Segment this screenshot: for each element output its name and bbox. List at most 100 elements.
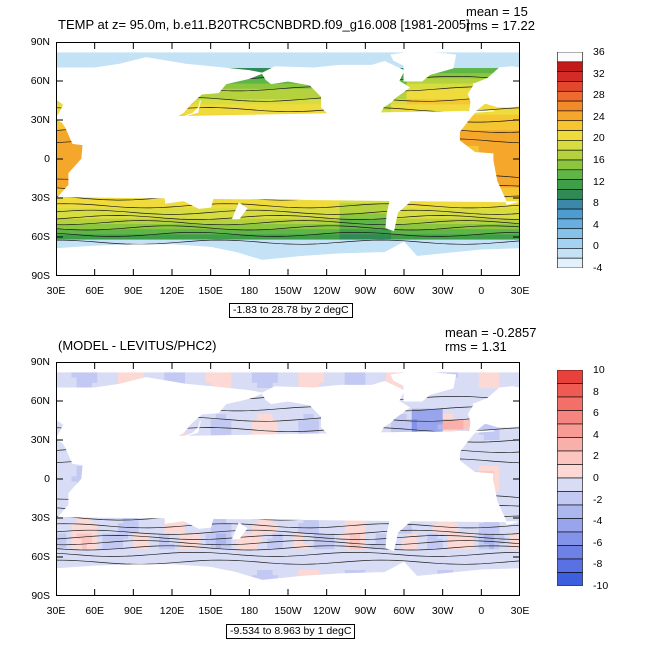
lat-tick-label: 90N [30, 36, 50, 48]
colorbar-swatch [557, 159, 583, 171]
lon-tick-label: 90W [354, 285, 377, 297]
lon-tick-label: 90W [354, 605, 377, 617]
colorbar-swatch [557, 179, 583, 190]
colorbar-swatch [557, 477, 583, 492]
colorbar-swatch [557, 383, 583, 398]
colorbar-label: 4 [593, 218, 599, 231]
colorbar-swatch [557, 189, 583, 200]
lat-tick-label: 0 [44, 153, 50, 165]
colorbar-swatch [557, 238, 583, 249]
colorbar-swatch [557, 81, 583, 92]
colorbar-label: 24 [593, 110, 605, 123]
lat-tick-label: 30N [30, 434, 50, 446]
colorbar-swatch [557, 491, 583, 506]
lon-tick-label: 60W [393, 605, 415, 617]
colorbar-label: 6 [593, 407, 599, 420]
colorbar-swatch [557, 531, 583, 546]
colorbar-swatch [557, 437, 583, 452]
lon-tick-label: 60W [393, 285, 415, 297]
colorbar-label: -4 [593, 515, 603, 528]
colorbar-label: 8 [593, 197, 599, 210]
lon-tick-label: 30E [510, 605, 530, 617]
panel1-rms: rms = 17.22 [466, 18, 536, 33]
panel2-range-box: -9.534 to 8.963 by 1 degC [226, 624, 356, 639]
lat-tick-label: 30N [30, 114, 50, 126]
lon-tick-label: 30E [46, 285, 66, 297]
lat-tick-label: 60S [31, 551, 50, 563]
colorbar-swatch [557, 90, 583, 102]
panel1-colorbar [557, 52, 583, 268]
colorbar-swatch [557, 545, 583, 560]
colorbar-label: 0 [593, 240, 599, 253]
lon-tick-label: 150E [198, 285, 223, 297]
colorbar-label: 4 [593, 428, 599, 441]
colorbar-label: 8 [593, 385, 599, 398]
lat-tick-label: 30S [31, 192, 50, 204]
colorbar-swatch [557, 61, 583, 72]
axis-ticks [56, 362, 520, 596]
axis-ticks [56, 42, 520, 276]
colorbar-swatch [557, 130, 583, 141]
lon-tick-label: 60E [85, 605, 104, 617]
lat-tick-label: 60N [30, 395, 50, 407]
colorbar-swatch [557, 218, 583, 230]
panel2-map [56, 362, 520, 596]
lon-tick-label: 120E [159, 605, 185, 617]
colorbar-label: 16 [593, 154, 605, 166]
lon-tick-label: 0 [478, 285, 485, 297]
colorbar-label: 28 [593, 89, 605, 102]
colorbar-label: 36 [593, 46, 605, 58]
lat-tick-label: 60N [30, 75, 50, 87]
panel2-title: (MODEL - LEVITUS/PHC2) [58, 338, 217, 353]
colorbar-label: -2 [593, 493, 603, 506]
panel1-mean: mean = 15 [466, 4, 528, 19]
colorbar-swatch [557, 396, 583, 411]
colorbar-swatch [557, 120, 583, 131]
lat-tick-label: 90S [31, 590, 50, 602]
colorbar-swatch [557, 149, 583, 161]
colorbar-label: -6 [593, 536, 603, 549]
colorbar-swatch [557, 248, 583, 259]
lat-tick-label: 30S [31, 512, 50, 524]
lon-tick-label: 30W [431, 605, 454, 617]
panel2-rms: rms = 1.31 [445, 339, 507, 354]
colorbar-swatch [557, 450, 583, 465]
colorbar-label: 12 [593, 175, 605, 188]
colorbar-label: 20 [593, 132, 605, 145]
lon-tick-label: 120W [312, 285, 341, 297]
lon-tick-label: 150W [274, 285, 302, 297]
panel1-title: TEMP at z= 95.0m, b.e11.B20TRC5CNBDRD.f0… [58, 17, 470, 32]
panel2-colorbar [557, 370, 583, 586]
colorbar-swatch [557, 100, 583, 112]
colorbar-label: -4 [593, 262, 603, 274]
colorbar-swatch [557, 169, 583, 180]
colorbar-swatch [557, 504, 583, 519]
lat-tick-label: 60S [31, 231, 50, 243]
lon-tick-label: 90E [123, 285, 143, 297]
lon-tick-label: 60E [85, 285, 104, 297]
colorbar-swatch [557, 208, 583, 220]
lon-tick-label: 90E [123, 605, 143, 617]
lon-tick-label: 180 [240, 605, 259, 617]
panel1-map [56, 42, 520, 276]
lon-tick-label: 0 [478, 605, 485, 617]
colorbar-swatch [557, 110, 583, 122]
colorbar-label: 0 [593, 472, 599, 484]
lat-tick-label: 90N [30, 356, 50, 368]
lon-tick-label: 150E [198, 605, 223, 617]
land-masses [56, 370, 520, 596]
colorbar-swatch [557, 423, 583, 438]
colorbar-swatch [557, 228, 583, 239]
colorbar-label: 2 [593, 450, 599, 463]
lon-tick-label: 180 [240, 285, 259, 297]
lon-tick-label: 150W [274, 605, 302, 617]
colorbar-swatch [557, 52, 583, 63]
panel2-mean: mean = -0.2857 [445, 325, 537, 340]
land-masses [56, 50, 520, 276]
colorbar-swatch [557, 410, 583, 425]
lat-tick-label: 0 [44, 473, 50, 485]
panel1-range-box: -1.83 to 28.78 by 2 degC [229, 303, 353, 318]
lon-tick-label: 30W [431, 285, 454, 297]
colorbar-label: -10 [593, 580, 609, 592]
lon-tick-label: 30E [510, 285, 530, 297]
